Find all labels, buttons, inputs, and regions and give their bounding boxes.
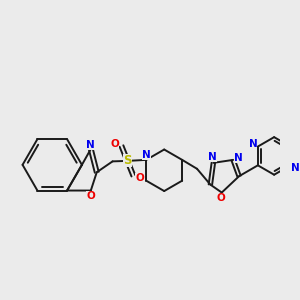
Text: S: S bbox=[123, 154, 132, 167]
Text: O: O bbox=[135, 173, 144, 183]
Text: N: N bbox=[248, 139, 257, 148]
Text: N: N bbox=[142, 150, 151, 160]
Text: O: O bbox=[86, 190, 95, 200]
Text: O: O bbox=[111, 139, 119, 148]
Text: N: N bbox=[291, 163, 300, 173]
Text: O: O bbox=[216, 194, 225, 203]
Text: N: N bbox=[208, 152, 217, 162]
Text: N: N bbox=[234, 153, 242, 163]
Text: N: N bbox=[86, 140, 95, 150]
